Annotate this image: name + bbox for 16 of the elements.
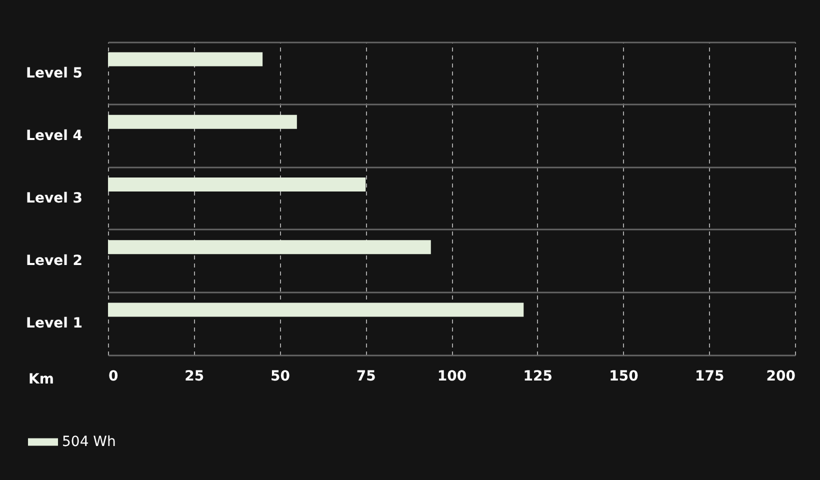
x-tick-label: 175 [695, 368, 724, 384]
x-tick-label: 75 [356, 368, 376, 384]
y-tick-label: Level 4 [26, 128, 83, 144]
y-tick-label: Level 3 [26, 190, 82, 206]
y-tick-label: Level 1 [26, 316, 82, 332]
x-tick-label: 50 [270, 368, 290, 384]
y-tick-label: Level 2 [26, 253, 82, 270]
x-tick-label: 100 [437, 368, 467, 384]
x-tick-label: 0 [108, 368, 118, 384]
x-tick-label: 125 [523, 368, 552, 384]
x-tick-label: 200 [766, 368, 796, 384]
x-axis-title: Km [28, 372, 54, 388]
y-tick-label: Level 5 [26, 65, 82, 82]
legend-label: 504 Wh [62, 434, 116, 450]
x-tick-label: 150 [609, 368, 639, 384]
x-tick-label: 25 [184, 368, 204, 384]
